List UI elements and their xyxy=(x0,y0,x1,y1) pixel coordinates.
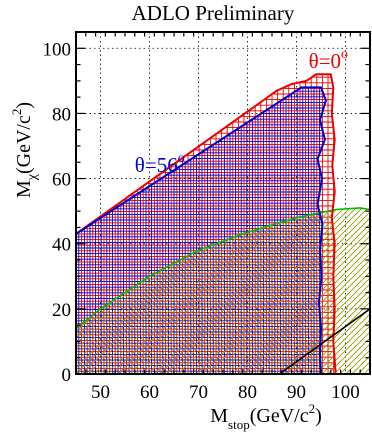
x-tick-label: 90 xyxy=(287,382,306,403)
lep1-hatch-line xyxy=(333,207,370,374)
theta56-boundary xyxy=(76,86,327,374)
lep1-hatch-line xyxy=(213,207,370,374)
annotation-theta0-text: θ=0 xyxy=(309,49,341,73)
y-tick-label: 40 xyxy=(52,235,71,256)
lep1-hatch-line xyxy=(129,207,370,374)
lep1-hatch-line xyxy=(76,207,370,374)
lep1-hatch-line xyxy=(76,207,370,374)
y-tick-label: 20 xyxy=(52,300,71,321)
lep1-hatch-line xyxy=(171,207,370,374)
lep1-hatch-line xyxy=(267,207,370,374)
x-tick-label: 60 xyxy=(140,382,159,403)
lep1-hatch-line xyxy=(303,207,370,374)
lep1-hatch-line xyxy=(135,207,370,374)
y-axis-label-sup: 2 xyxy=(9,109,24,116)
lep1-hatch-line xyxy=(315,207,370,374)
outline-layer xyxy=(76,73,370,374)
lep1-hatch-line xyxy=(159,207,370,374)
lep1-hatch-line xyxy=(309,207,370,374)
x-tick-label: 80 xyxy=(238,382,257,403)
lep1-hatch-line xyxy=(76,207,83,374)
lep1-hatch-line xyxy=(76,207,95,374)
lep1-hatch-line xyxy=(76,207,370,374)
lep1-boundary xyxy=(76,207,370,330)
y-tick-label: 80 xyxy=(52,104,71,125)
x-tick-label: 70 xyxy=(189,382,208,403)
lep1-hatch-line xyxy=(183,207,370,374)
x-axis-label: Mstop(GeV/c2) xyxy=(210,401,322,432)
lep1-hatch-line xyxy=(123,207,370,374)
lep1-hatch-line xyxy=(285,207,370,374)
lep1-hatch-line xyxy=(219,207,370,374)
lep1-hatch-line xyxy=(231,207,370,374)
lep1-hatch-line xyxy=(141,207,370,374)
lep1-hatch-line xyxy=(76,207,131,374)
x-tick-label: 50 xyxy=(91,382,110,403)
annotation-theta0-sup: o xyxy=(341,47,348,62)
kinematic-limit-line xyxy=(278,308,370,374)
lep1-hatch-line xyxy=(273,207,370,374)
lep1-hatch-line xyxy=(76,207,89,374)
lep1-hatch-line xyxy=(279,207,370,374)
x-axis-label-unit: (GeV/c xyxy=(250,405,309,427)
lep1-hatch-line xyxy=(76,207,370,374)
lep1-hatch-line xyxy=(105,207,370,374)
chart-title: ADLO Preliminary xyxy=(132,1,295,25)
lep1-hatch-line xyxy=(117,207,370,374)
lep1-hatch-line xyxy=(99,207,370,374)
lep1-hatch-line xyxy=(76,207,77,374)
lep1-hatch-line xyxy=(76,207,125,374)
y-tick-label: 0 xyxy=(62,365,72,386)
lep1-hatch-line xyxy=(243,207,370,374)
lep1-hatch-line xyxy=(201,207,370,374)
y-tick-label: 100 xyxy=(43,39,72,60)
lep1-hatch-line xyxy=(195,207,370,374)
annotation-theta56-sup: o xyxy=(178,151,185,166)
x-tick-label: 100 xyxy=(331,382,360,403)
x-axis-label-sub: stop xyxy=(228,417,250,432)
lep1-hatch-line xyxy=(93,207,370,374)
annotation-theta56: θ=56o xyxy=(135,151,185,177)
lep1-hatch-line xyxy=(76,207,370,374)
theta0-boundary xyxy=(76,73,337,374)
x-axis-label-close: ) xyxy=(315,405,322,427)
lep1-hatch-line xyxy=(297,207,370,374)
lep1-hatch-line xyxy=(81,207,370,374)
lep1-hatch-line xyxy=(76,207,370,374)
y-axis-label: Mχ(GeV/c2) xyxy=(9,102,40,198)
tick-label-layer: 50 60 70 80 90 100 0 20 40 60 80 100 xyxy=(43,39,360,403)
lep1-hatch-line xyxy=(153,207,370,374)
lep1-hatch-line xyxy=(237,207,370,374)
lep1-hatch-line xyxy=(76,207,370,374)
lep1-hatch-line xyxy=(255,207,370,374)
lep1-hatch-line xyxy=(225,207,370,374)
y-axis-label-main: M xyxy=(13,180,35,198)
y-axis-label-unit: (GeV/c xyxy=(13,115,35,174)
y-axis-label-sub: χ xyxy=(25,173,40,181)
annotation-theta0: θ=0o xyxy=(309,47,348,73)
y-tick-label: 60 xyxy=(52,170,71,191)
lep1-hatch-line xyxy=(177,207,370,374)
lep1-hatch-line xyxy=(111,207,370,374)
lep1-hatch-line xyxy=(147,207,370,374)
hatch-layer xyxy=(76,74,370,374)
lep1-hatch-line xyxy=(207,207,370,374)
x-axis-label-main: M xyxy=(210,405,228,427)
lep1-hatch-line xyxy=(189,207,370,374)
annotation-theta56-text: θ=56 xyxy=(135,153,178,177)
lep1-hatch-line xyxy=(87,207,370,374)
lep1-hatch-line xyxy=(249,207,370,374)
lep1-hatch-line xyxy=(321,207,370,374)
x-axis-label-sup: 2 xyxy=(309,401,316,416)
lep1-hatch-line xyxy=(291,207,370,374)
lep1-hatch-line xyxy=(165,207,370,374)
tick-layer xyxy=(75,31,371,375)
y-axis-label-close: ) xyxy=(13,102,35,109)
lep1-hatch-line xyxy=(261,207,370,374)
